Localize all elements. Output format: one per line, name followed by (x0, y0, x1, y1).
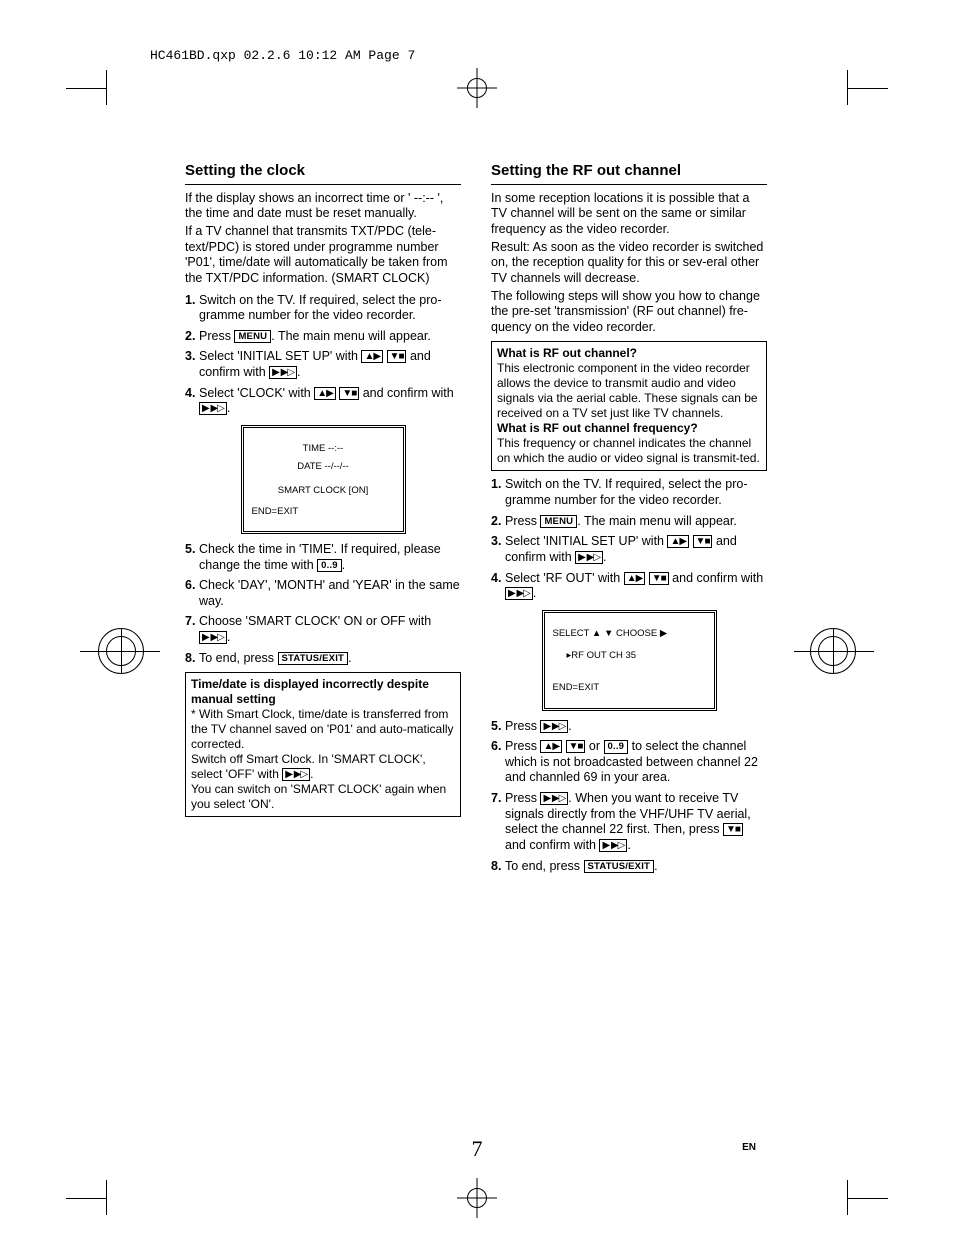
intro-text: If a TV channel that transmits TXT/PDC (… (185, 224, 461, 287)
right-button-icon: ▶ ▶▷ (282, 768, 310, 781)
steps-list: 1.Switch on the TV. If required, select … (491, 477, 767, 601)
up-button-icon: ▲▶ (540, 740, 562, 753)
heading-clock: Setting the clock (185, 162, 461, 185)
right-button-icon: ▶ ▶▷ (599, 839, 627, 852)
right-column: Setting the RF out channel In some recep… (491, 162, 767, 880)
definition-a: This electronic component in the video r… (497, 361, 761, 421)
up-button-icon: ▲▶ (314, 387, 336, 400)
screen-line: END=EXIT (252, 505, 395, 519)
step-item: 6.Press ▲▶ ▼■ or 0..9 to select the chan… (491, 739, 767, 786)
page-content: Setting the clock If the display shows a… (185, 162, 767, 880)
heading-rf: Setting the RF out channel (491, 162, 767, 185)
print-header: HC461BD.qxp 02.2.6 10:12 AM Page 7 (150, 48, 415, 63)
down-button-icon: ▼■ (723, 823, 743, 836)
right-button-icon: ▶ ▶▷ (540, 720, 568, 733)
step-item: 2.Press MENU. The main menu will appear. (185, 329, 461, 345)
step-item: 5.Check the time in 'TIME'. If required,… (185, 542, 461, 573)
crop-marks-bottom (0, 1198, 954, 1248)
intro-text: In some reception locations it is possib… (491, 191, 767, 238)
screen-line: SELECT ▲ ▼ CHOOSE ▶ (553, 627, 706, 641)
intro-text: Result: As soon as the video recorder is… (491, 240, 767, 287)
note-text: You can switch on 'SMART CLOCK' again wh… (191, 782, 455, 812)
right-button-icon: ▶ ▶▷ (540, 792, 568, 805)
status-exit-button-icon: STATUS/EXIT (278, 652, 349, 665)
screen-line: DATE --/--/-- (252, 460, 395, 474)
step-item: 8.To end, press STATUS/EXIT. (491, 859, 767, 875)
step-item: 8.To end, press STATUS/EXIT. (185, 651, 461, 667)
definition-q: What is RF out channel? (497, 346, 761, 361)
down-button-icon: ▼■ (339, 387, 359, 400)
definition-q: What is RF out channel frequency? (497, 421, 761, 436)
right-button-icon: ▶ ▶▷ (505, 587, 533, 600)
right-button-icon: ▶ ▶▷ (575, 551, 603, 564)
definition-box: What is RF out channel? This electronic … (491, 341, 767, 471)
osd-screen-clock: TIME --:-- DATE --/--/-- SMART CLOCK [ON… (241, 425, 406, 534)
steps-list: 5.Check the time in 'TIME'. If required,… (185, 542, 461, 666)
up-button-icon: ▲▶ (361, 350, 383, 363)
note-text: * With Smart Clock, time/date is transfe… (191, 707, 455, 752)
screen-line: TIME --:-- (252, 442, 395, 456)
digits-button-icon: 0..9 (317, 559, 342, 572)
page-number: 7 (472, 1136, 483, 1162)
steps-list: 1.Switch on the TV. If required, select … (185, 293, 461, 417)
step-item: 7.Choose 'SMART CLOCK' ON or OFF with ▶ … (185, 614, 461, 645)
step-item: 1.Switch on the TV. If required, select … (185, 293, 461, 324)
step-item: 2.Press MENU. The main menu will appear. (491, 514, 767, 530)
right-button-icon: ▶ ▶▷ (199, 402, 227, 415)
step-item: 3.Select 'INITIAL SET UP' with ▲▶ ▼■ and… (185, 349, 461, 380)
step-item: 1.Switch on the TV. If required, select … (491, 477, 767, 508)
menu-button-icon: MENU (540, 515, 577, 528)
step-item: 5.Press ▶ ▶▷. (491, 719, 767, 735)
right-button-icon: ▶ ▶▷ (269, 366, 297, 379)
intro-text: If the display shows an incorrect time o… (185, 191, 461, 222)
step-item: 7.Press ▶ ▶▷. When you want to receive T… (491, 791, 767, 854)
left-column: Setting the clock If the display shows a… (185, 162, 461, 880)
up-button-icon: ▲▶ (624, 572, 646, 585)
down-button-icon: ▼■ (649, 572, 669, 585)
osd-screen-rf: SELECT ▲ ▼ CHOOSE ▶ ▸RF OUT CH 35 END=EX… (542, 610, 717, 711)
note-text: Switch off Smart Clock. In 'SMART CLOCK'… (191, 752, 455, 782)
steps-list: 5.Press ▶ ▶▷. 6.Press ▲▶ ▼■ or 0..9 to se… (491, 719, 767, 875)
crop-marks-top (0, 58, 954, 108)
down-button-icon: ▼■ (693, 535, 713, 548)
screen-line: END=EXIT (553, 681, 706, 695)
step-item: 4.Select 'CLOCK' with ▲▶ ▼■ and confirm … (185, 386, 461, 417)
screen-line: SMART CLOCK [ON] (252, 484, 395, 498)
registration-mark-right (810, 628, 856, 674)
down-button-icon: ▼■ (387, 350, 407, 363)
step-item: 4.Select 'RF OUT' with ▲▶ ▼■ and confirm… (491, 571, 767, 602)
right-button-icon: ▶ ▶▷ (199, 631, 227, 644)
note-box: Time/date is displayed incorrectly despi… (185, 672, 461, 817)
definition-a: This frequency or channel indicates the … (497, 436, 761, 466)
registration-mark-left (98, 628, 144, 674)
menu-button-icon: MENU (234, 330, 271, 343)
step-item: 3.Select 'INITIAL SET UP' with ▲▶ ▼■ and… (491, 534, 767, 565)
intro-text: The following steps will show you how to… (491, 289, 767, 336)
down-button-icon: ▼■ (566, 740, 586, 753)
screen-line: ▸RF OUT CH 35 (553, 649, 706, 663)
step-item: 6.Check 'DAY', 'MONTH' and 'YEAR' in the… (185, 578, 461, 609)
note-title: Time/date is displayed incorrectly despi… (191, 677, 455, 707)
language-indicator: EN (742, 1142, 756, 1153)
up-button-icon: ▲▶ (667, 535, 689, 548)
status-exit-button-icon: STATUS/EXIT (584, 860, 655, 873)
digits-button-icon: 0..9 (604, 740, 629, 753)
